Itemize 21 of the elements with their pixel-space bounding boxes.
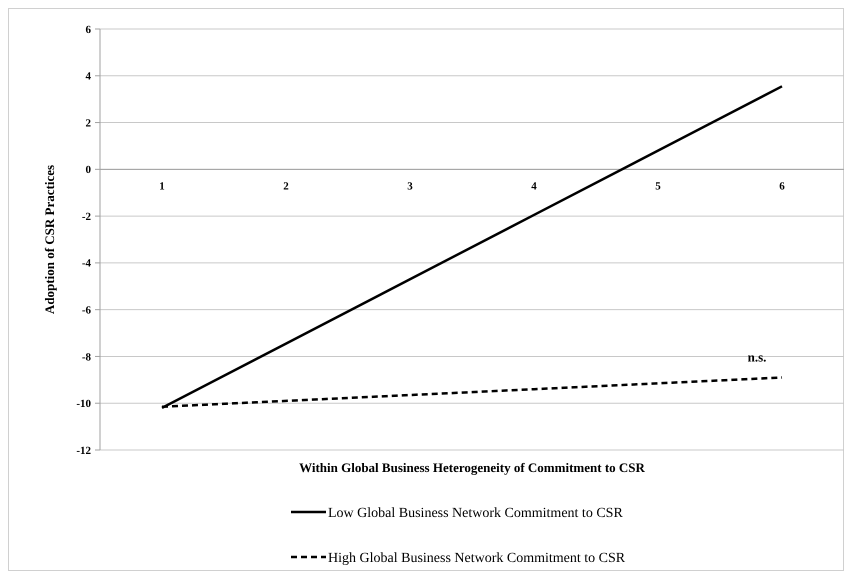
x-tick-label: 3 [407, 180, 414, 192]
legend-label: Low Global Business Network Commitment to CSR [328, 506, 624, 521]
y-tick-label: 6 [86, 24, 92, 36]
x-tick-label: 1 [159, 180, 165, 192]
x-tick-label: 5 [655, 180, 662, 192]
y-tick-label: -8 [82, 351, 92, 364]
x-tick-label: 2 [283, 180, 290, 192]
y-tick-label: -2 [82, 210, 92, 223]
y-tick-label: 0 [86, 164, 92, 176]
y-tick-label: 4 [86, 70, 92, 83]
legend-label: High Global Business Network Commitment to CSR [328, 550, 626, 566]
x-tick-label: 6 [779, 180, 786, 192]
y-tick-label: -12 [76, 444, 92, 457]
y-axis-title: Adoption of CSR Practices [42, 164, 57, 314]
x-tick-label: 4 [531, 180, 538, 192]
annotation: n.s. [748, 349, 766, 364]
y-tick-label: 2 [86, 117, 92, 130]
y-tick-label: -6 [82, 304, 92, 317]
x-axis-title: Within Global Business Heterogeneity of Commitment to CSR [299, 460, 646, 475]
y-tick-label: -10 [76, 398, 92, 410]
y-tick-label: -4 [82, 258, 92, 270]
